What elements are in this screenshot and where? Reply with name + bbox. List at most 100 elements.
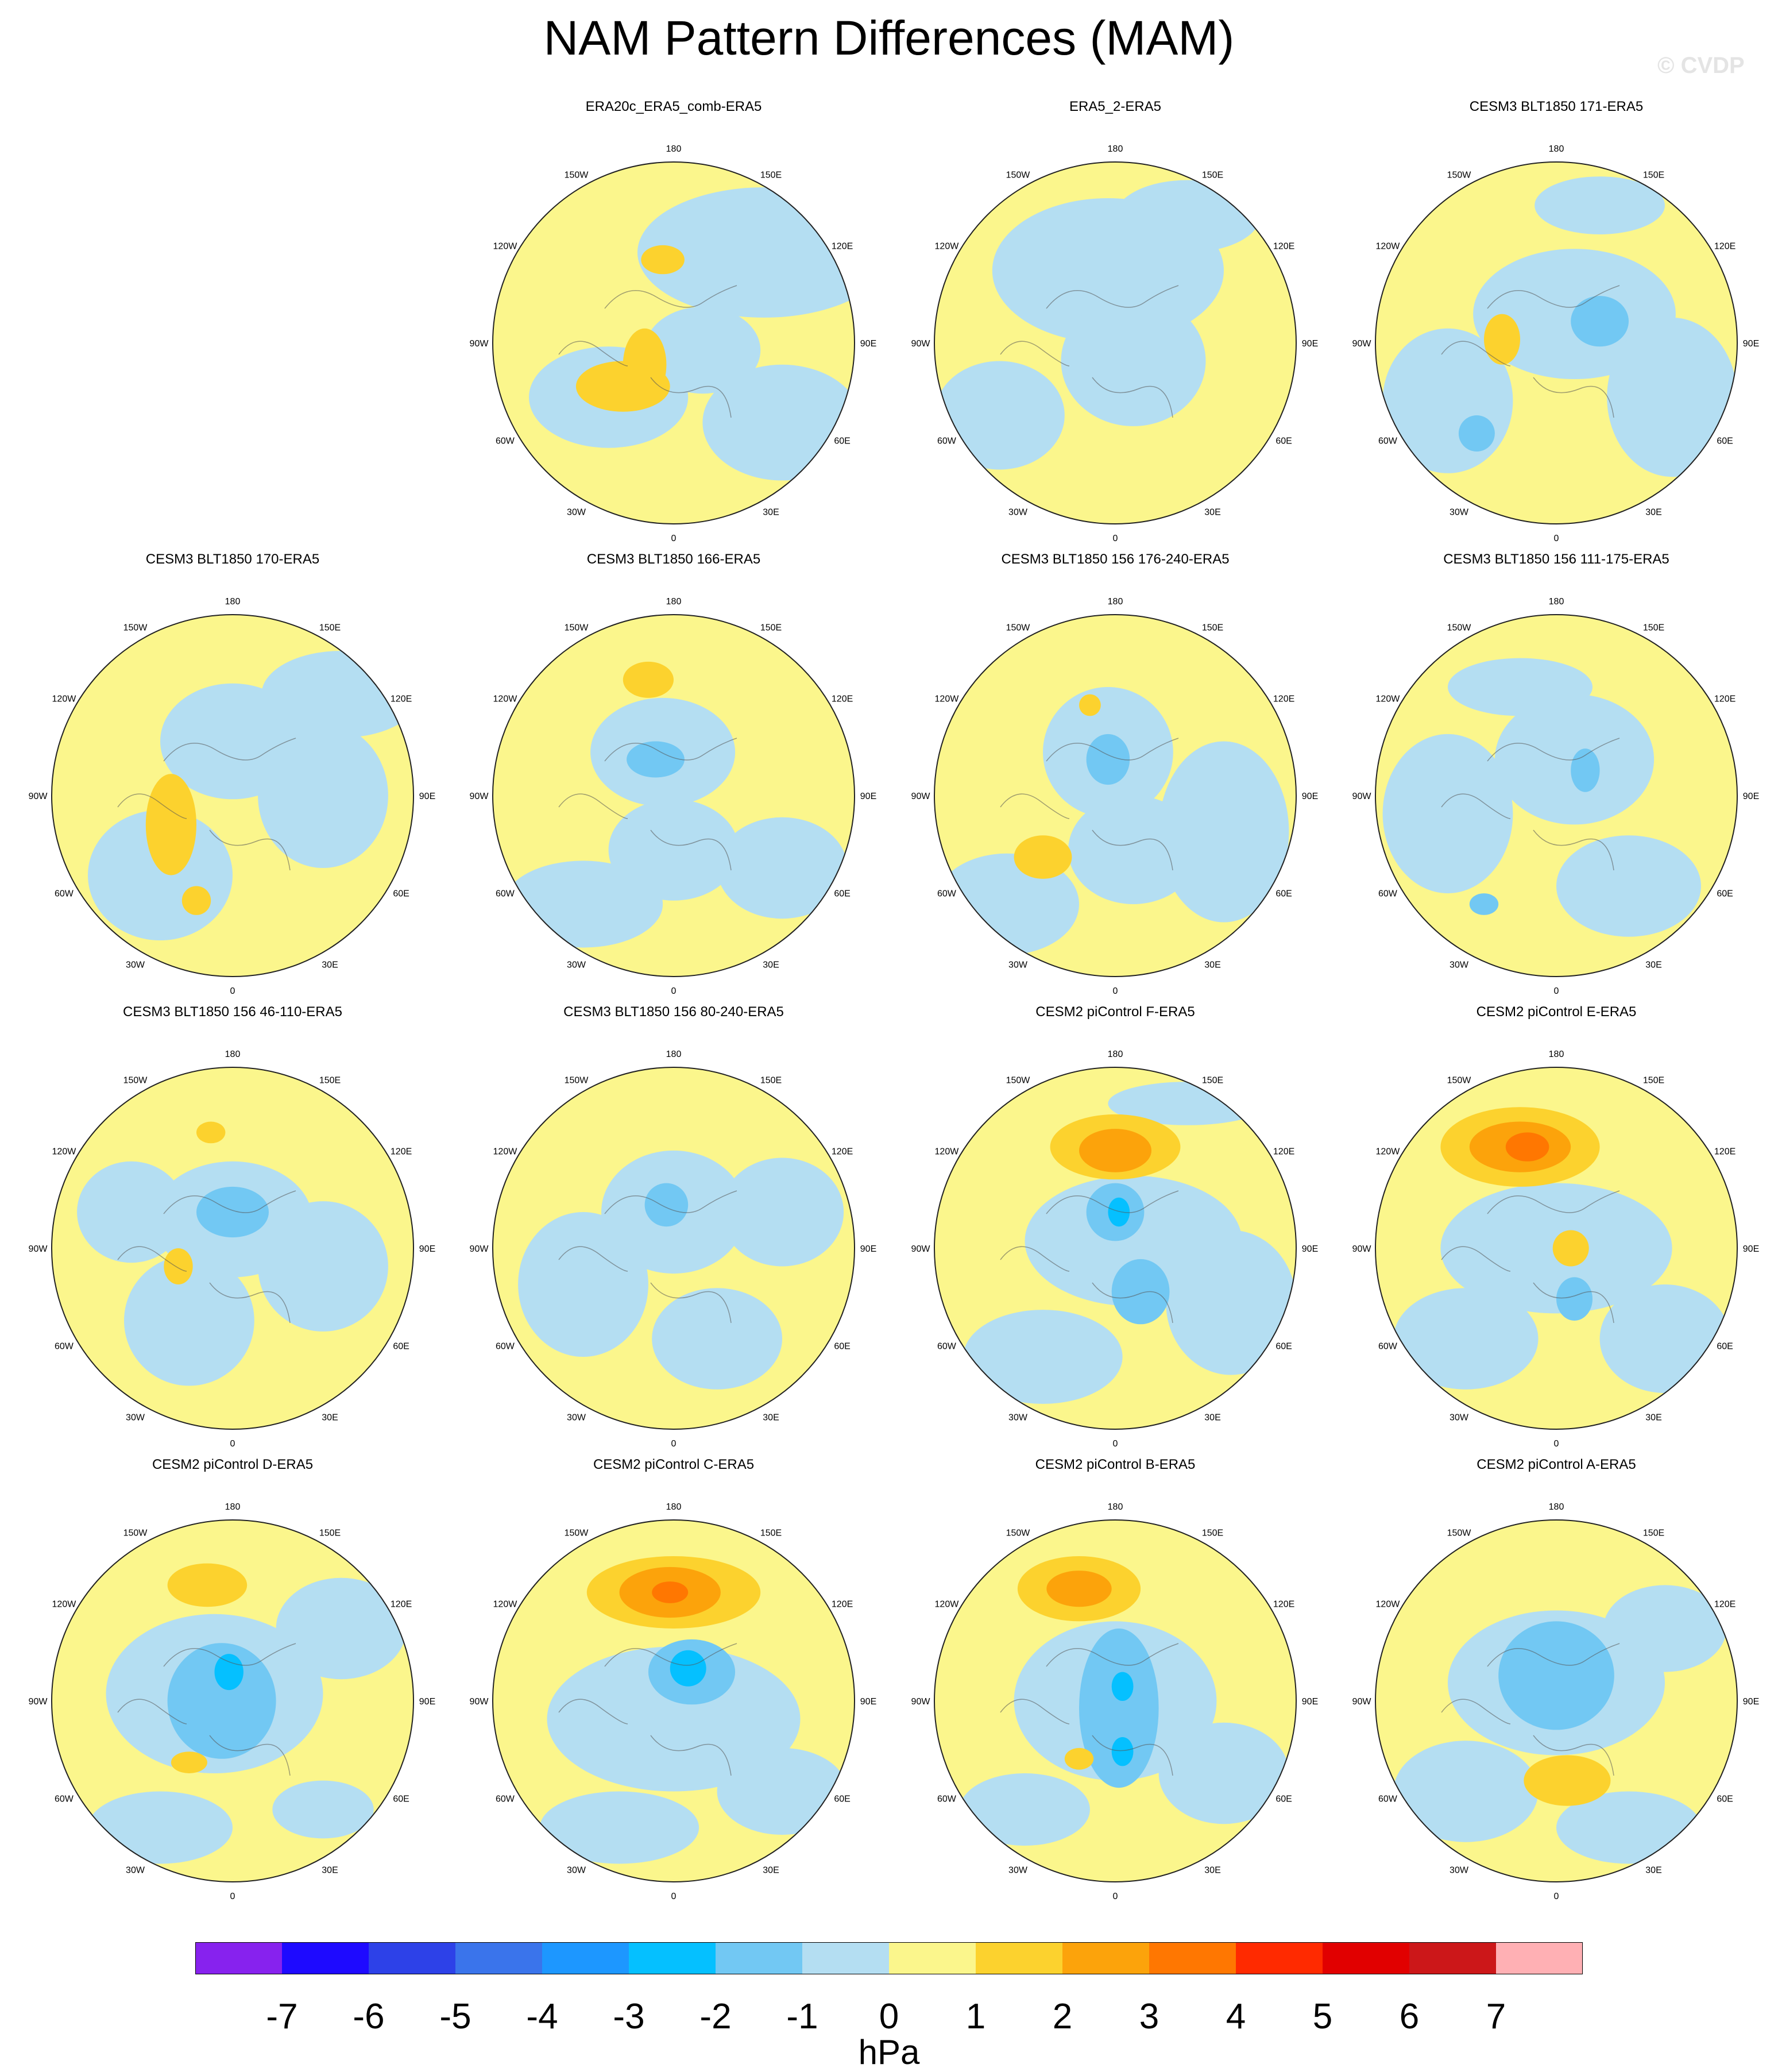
longitude-label: 0 [230,1439,235,1449]
longitude-label: 150W [565,170,589,180]
longitude-label: 90W [911,1244,931,1254]
coastline [1000,738,1179,871]
anomaly-contour [1552,1230,1589,1267]
map-panel: CESM3 BLT1850 156 111-175-ERA5 180 150E 120… [1347,551,1766,1002]
longitude-label: 120E [1714,694,1736,704]
longitude-label: 180 [225,1502,241,1512]
longitude-label: 90W [911,1697,931,1707]
longitude-label: 60E [393,1342,409,1352]
anomaly-contour [1458,415,1495,452]
longitude-label: 90W [29,792,48,801]
anomaly-contour [623,661,674,698]
longitude-label: 60E [1275,889,1292,899]
longitude-label: 180 [225,1049,241,1059]
colorbar [195,1942,1583,1974]
anomaly-contour [960,1773,1090,1846]
longitude-label: 180 [1549,1049,1564,1059]
anomaly-contour [547,1646,801,1792]
anomaly-contour [717,817,848,919]
longitude-label: 60W [55,1795,74,1804]
map-panel: CESM2 piControl B-ERA5 180 150E 120E 90E 60E 3… [906,1457,1325,1908]
longitude-label: 90W [470,339,489,349]
colorbar-tick-label: -3 [613,1997,645,2036]
longitude-label: 0 [671,534,677,543]
longitude-label: 60W [496,1795,515,1804]
longitude-label: 150W [1447,623,1472,632]
longitude-label: 120W [1376,1600,1401,1610]
longitude-label: 30E [763,1413,779,1423]
longitude-label: 60E [1275,1342,1292,1352]
longitude-label: 60W [937,1795,957,1804]
polar-stereographic-map: 180 150E 120E 90E 60E 30E 0 30W 60W 90W 120W 150W [1352,144,1760,543]
longitude-label: 150W [1006,1075,1031,1085]
longitude-label: 0 [1113,534,1118,543]
longitude-label: 150E [1202,170,1223,180]
longitude-label: 30E [1645,960,1661,970]
panel-title: ERA20c_ERA5_comb-ERA5 [585,99,762,114]
polar-stereographic-map: 180 150E 120E 90E 60E 30E 0 30W 60W 90W 120W 150W [470,144,877,543]
longitude-label: 180 [666,144,682,154]
anomaly-contour [1166,1230,1296,1375]
anomaly-contour [272,1780,374,1839]
longitude-label: 150E [1202,1075,1223,1085]
map-border [1375,1519,1738,1882]
map-panel: CESM2 piControl A-ERA5 180 150E 120E 90E 60E 3… [1347,1457,1766,1908]
longitude-label: 90E [419,1244,435,1254]
longitude-label: 60W [1378,1342,1398,1352]
longitude-label: 120W [493,1600,518,1610]
polar-stereographic-map: 180 150E 120E 90E 60E 30E 0 30W 60W 90W 120W 150W [911,1049,1319,1449]
longitude-label: 180 [225,597,241,607]
colorbar-swatch [1496,1942,1583,1974]
longitude-label: 180 [1108,1049,1123,1059]
page-title: NAM Pattern Differences (MAM) [543,11,1235,65]
anomaly-contour [1061,296,1206,426]
longitude-label: 60W [496,889,515,899]
anomaly-contour [1498,1621,1614,1730]
longitude-label: 150W [123,1528,148,1538]
map-panel: CESM3 BLT1850 166-ERA5 180 150E 120E 90E 60E 3… [464,551,883,1002]
anomaly-contour [1079,1129,1151,1172]
anomaly-contour [1571,748,1600,792]
anomaly-contour [1484,314,1520,365]
longitude-label: 120E [1273,242,1294,252]
panel-title: ERA5_2-ERA5 [1069,99,1162,114]
anomaly-contour [644,307,761,394]
anomaly-contour [1014,835,1072,879]
longitude-label: 180 [1549,144,1564,154]
anomaly-contour [164,1248,193,1284]
longitude-label: 120E [1273,1600,1294,1610]
longitude-label: 90W [1352,1697,1372,1707]
longitude-label: 120W [1376,694,1401,704]
polar-stereographic-map: 180 150E 120E 90E 60E 30E 0 30W 60W 90W 120W 150W [29,1502,436,1901]
longitude-label: 150W [123,1075,148,1085]
longitude-label: 30W [567,508,586,518]
anomaly-contour [258,1201,388,1332]
anomaly-contour [1382,734,1513,894]
longitude-label: 30E [1204,960,1220,970]
anomaly-contour [167,1563,248,1607]
map-border [1375,1067,1738,1430]
polar-stereographic-map: 180 150E 120E 90E 60E 30E 0 30W 60W 90W 120W 150W [470,1049,877,1449]
longitude-label: 150E [1643,170,1664,180]
longitude-label: 150E [1202,1528,1223,1538]
longitude-label: 30W [1008,960,1028,970]
anomaly-contour [1556,1277,1593,1321]
coastline [1000,1643,1179,1776]
longitude-label: 150W [565,623,589,632]
polar-stereographic-map: 180 150E 120E 90E 60E 30E 0 30W 60W 90W 120W 150W [911,597,1319,996]
longitude-label: 150W [565,1075,589,1085]
anomaly-contour [963,1310,1123,1404]
longitude-label: 150W [123,623,148,632]
longitude-label: 150W [1447,1528,1472,1538]
colorbar-swatch [802,1942,890,1974]
longitude-label: 60W [55,1342,74,1352]
map-border [51,1067,414,1430]
longitude-label: 90E [860,1697,876,1707]
anomaly-contour [670,1650,706,1687]
longitude-label: 120E [1273,694,1294,704]
panel-title: CESM2 piControl F-ERA5 [1035,1004,1195,1020]
longitude-label: 90W [29,1697,48,1707]
polar-stereographic-map: 180 150E 120E 90E 60E 30E 0 30W 60W 90W 120W 150W [29,1049,436,1449]
longitude-label: 150E [760,623,782,632]
longitude-label: 30E [1645,1413,1661,1423]
